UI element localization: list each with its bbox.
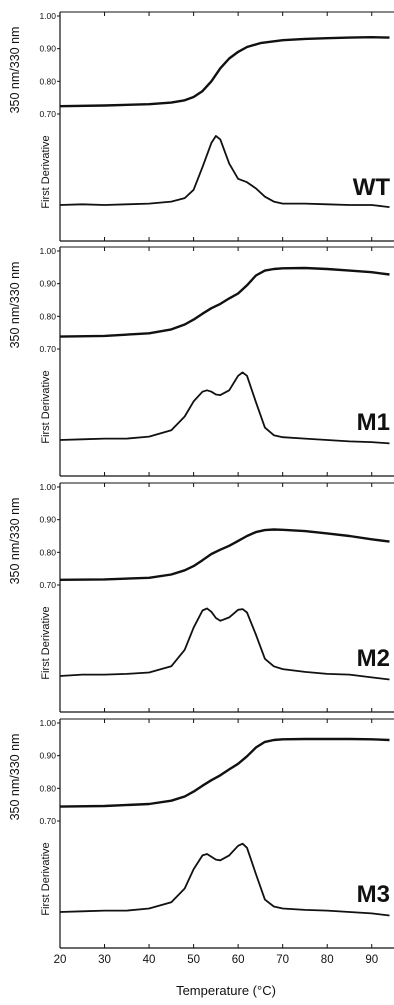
- y-tick-label: 1.00: [39, 482, 56, 492]
- ratio-curve: [59, 36, 390, 108]
- x-tick-label: 30: [98, 954, 111, 966]
- chart-panel-m1: 1.00 0.90 0.80 0.70 350 nm/330 nm First Deriv…: [8, 246, 394, 477]
- y-tick-label: 0.70: [39, 109, 56, 119]
- chart-panel-wt: 1.00 0.90 0.80 0.70 350 nm/330 nm First Deriv…: [8, 11, 394, 242]
- y-tick-label: 0.70: [39, 344, 56, 354]
- y-tick-label: 0.90: [39, 279, 56, 289]
- y-tick-label: 1.00: [39, 718, 56, 728]
- y-axis-label-ratio: 350 nm/330 nm: [8, 498, 22, 585]
- y-tick-label: 0.70: [39, 816, 56, 826]
- panel-label: M3: [357, 881, 390, 908]
- ratio-curve: [59, 528, 390, 581]
- ratio-curve: [59, 266, 390, 338]
- panel-label: M1: [357, 409, 390, 436]
- first-derivative-curve: [59, 135, 390, 208]
- y-tick-label: 0.70: [39, 580, 56, 590]
- chart-panel-m3: 1.00 0.90 0.80 0.70 350 nm/330 nm First Deriv…: [8, 718, 394, 966]
- y-tick-label: 0.90: [39, 751, 56, 761]
- panel-label: M2: [357, 645, 390, 672]
- y-axis-label-derivative: First Derivative: [40, 842, 52, 915]
- x-tick-label: 60: [232, 954, 245, 966]
- y-tick-label: 1.00: [39, 246, 56, 256]
- x-tick-label: 20: [54, 954, 67, 966]
- x-tick-label: 50: [187, 954, 200, 966]
- y-axis-label-derivative: First Derivative: [40, 606, 52, 679]
- first-derivative-curve: [59, 371, 390, 445]
- y-axis-label-ratio: 350 nm/330 nm: [8, 27, 22, 114]
- y-tick-label: 0.80: [39, 311, 56, 321]
- x-axis-label: Temperature (°C): [176, 983, 276, 998]
- x-tick-label: 90: [365, 954, 378, 966]
- y-tick-label: 0.80: [39, 783, 56, 793]
- y-tick-label: 1.00: [39, 11, 56, 21]
- x-tick-label: 40: [143, 954, 156, 966]
- x-tick-label: 80: [321, 954, 334, 966]
- y-axis-label-ratio: 350 nm/330 nm: [8, 734, 22, 821]
- y-tick-label: 0.90: [39, 44, 56, 54]
- y-tick-label: 0.80: [39, 76, 56, 86]
- panel-label: WT: [353, 174, 391, 201]
- first-derivative-curve: [59, 842, 390, 917]
- first-derivative-curve: [59, 607, 390, 681]
- y-tick-label: 0.80: [39, 547, 56, 557]
- ratio-curve: [59, 737, 390, 808]
- x-tick-label: 70: [276, 954, 289, 966]
- y-axis-label-derivative: First Derivative: [40, 135, 52, 208]
- y-axis-label-derivative: First Derivative: [40, 370, 52, 443]
- y-tick-label: 0.90: [39, 515, 56, 525]
- chart-panel-m2: 1.00 0.90 0.80 0.70 350 nm/330 nm First Deriv…: [8, 482, 394, 713]
- y-axis-label-ratio: 350 nm/330 nm: [8, 262, 22, 349]
